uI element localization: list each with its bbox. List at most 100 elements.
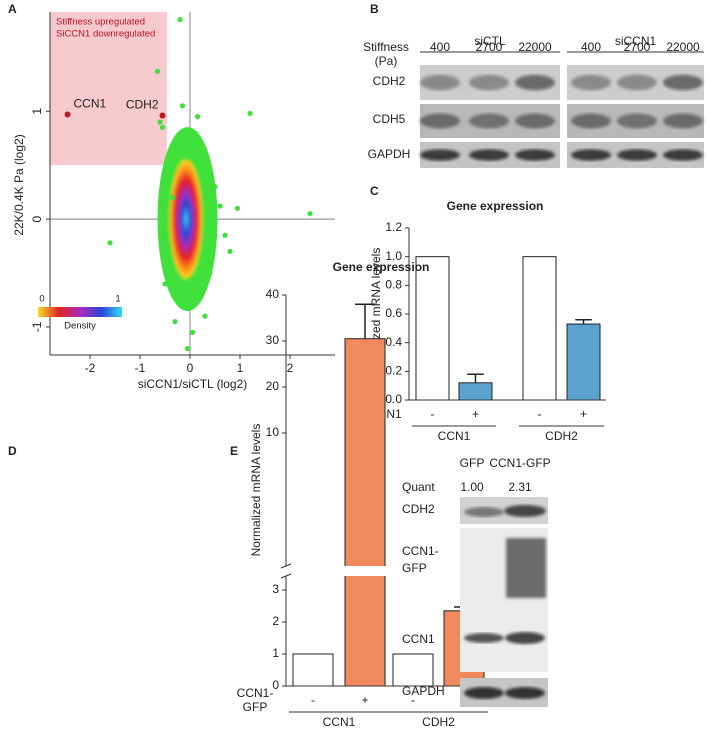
quant-label: Quant bbox=[402, 480, 435, 494]
panel-label: E bbox=[230, 444, 238, 458]
x-tick-label: 1 bbox=[237, 361, 244, 375]
annotation: SiCCN1 downregulated bbox=[56, 29, 155, 40]
bar bbox=[415, 256, 450, 401]
stiffness-value: 22000 bbox=[666, 40, 700, 54]
bar bbox=[392, 653, 434, 687]
blot-band bbox=[464, 507, 504, 517]
stiffness-value: 2700 bbox=[476, 40, 503, 54]
group-header: siCCN1 bbox=[615, 34, 657, 48]
point bbox=[247, 110, 253, 116]
row-label: GFP bbox=[402, 561, 427, 575]
row-label: CCN1 bbox=[402, 632, 435, 646]
break-mark bbox=[280, 563, 292, 569]
blot-band bbox=[571, 149, 611, 161]
blot-band bbox=[515, 113, 555, 129]
row-label: CCN1- bbox=[402, 544, 439, 558]
bar bbox=[292, 653, 334, 687]
panel-label: C bbox=[370, 184, 379, 198]
y-tick-label: 0.8 bbox=[385, 278, 402, 292]
y-tick-label: 0.0 bbox=[385, 392, 402, 406]
bar bbox=[344, 338, 386, 687]
y-tick-label: 0.4 bbox=[385, 335, 402, 349]
y-tick-label: 1.0 bbox=[385, 249, 402, 263]
group-header: siCTL bbox=[474, 34, 506, 48]
point bbox=[202, 313, 208, 319]
y-tick-label: 1.2 bbox=[385, 220, 402, 234]
condition-sign: - bbox=[311, 693, 315, 707]
stiffness-value: 22000 bbox=[518, 40, 552, 54]
lane-label: CCN1-GFP bbox=[489, 456, 550, 470]
condition-label: CCN1- bbox=[237, 686, 274, 700]
highlight-region bbox=[50, 12, 167, 166]
point bbox=[204, 167, 211, 174]
annotation: Stiffness upregulated bbox=[56, 17, 145, 28]
colorbar bbox=[38, 307, 122, 317]
x-tick-label: 0 bbox=[187, 361, 194, 375]
point-label: CCN1 bbox=[74, 97, 107, 111]
y-axis-label: Normalized mRNA levels bbox=[249, 424, 263, 557]
blot-band bbox=[663, 113, 703, 129]
group-label: CDH2 bbox=[545, 429, 578, 443]
colorbar-label: Density bbox=[64, 321, 96, 332]
condition-sign: - bbox=[411, 693, 415, 707]
y-tick-label: 0 bbox=[272, 678, 279, 692]
blot-band bbox=[469, 149, 509, 161]
break-mark bbox=[280, 573, 292, 579]
point-label: CDH2 bbox=[126, 98, 159, 112]
point bbox=[192, 130, 198, 136]
point bbox=[169, 194, 176, 201]
axis-break bbox=[280, 566, 488, 576]
y-tick-label: 2 bbox=[272, 614, 279, 628]
y-tick-label: 3 bbox=[272, 582, 279, 596]
x-tick-label: -1 bbox=[135, 361, 146, 375]
chart-title: Gene expression bbox=[447, 199, 544, 213]
blot-band bbox=[464, 633, 504, 643]
y-tick-label: -1 bbox=[30, 321, 44, 332]
point bbox=[217, 203, 223, 209]
condition-label: GFP bbox=[243, 700, 268, 714]
blot-band bbox=[617, 74, 657, 91]
point bbox=[182, 135, 188, 141]
group-label: CCN1 bbox=[323, 715, 356, 729]
condition-sign: + bbox=[580, 407, 587, 421]
blot-band bbox=[464, 687, 504, 699]
point bbox=[212, 184, 218, 190]
row-label: GAPDH bbox=[368, 147, 411, 161]
blot-smear bbox=[506, 538, 546, 598]
colorbar-tick-label: 0 bbox=[39, 294, 44, 305]
panel-label: B bbox=[370, 2, 379, 16]
blot-band bbox=[617, 113, 657, 129]
point bbox=[307, 211, 313, 217]
blot-band bbox=[420, 113, 460, 129]
blot-band bbox=[663, 74, 703, 91]
colorbar-tick-label: 1 bbox=[115, 294, 120, 305]
condition-sign: - bbox=[431, 407, 435, 421]
panel-label: D bbox=[8, 444, 17, 458]
blot-band bbox=[571, 113, 611, 129]
point bbox=[167, 157, 173, 163]
lane-label: GFP bbox=[460, 456, 485, 470]
blot-band bbox=[515, 149, 555, 161]
point bbox=[162, 281, 168, 287]
y-tick-label: 1 bbox=[272, 646, 279, 660]
point bbox=[227, 248, 233, 255]
bar bbox=[522, 256, 557, 401]
blot-band bbox=[571, 74, 611, 91]
blot-band bbox=[505, 632, 545, 644]
x-tick-label: 2 bbox=[287, 361, 294, 375]
point bbox=[222, 232, 228, 238]
blot-band bbox=[504, 505, 546, 517]
point bbox=[172, 318, 178, 325]
point bbox=[207, 270, 213, 276]
blot-band bbox=[505, 687, 545, 699]
point bbox=[179, 103, 186, 109]
labeled-point bbox=[159, 112, 166, 119]
row-label: CDH2 bbox=[373, 74, 406, 88]
point bbox=[157, 119, 163, 125]
stiffness-value: 400 bbox=[430, 40, 450, 54]
condition-sign: + bbox=[472, 407, 479, 421]
blot-band bbox=[469, 74, 509, 91]
y-tick-label: 20 bbox=[266, 379, 280, 393]
group-label: CDH2 bbox=[422, 715, 455, 729]
condition-sign: + bbox=[361, 693, 368, 707]
